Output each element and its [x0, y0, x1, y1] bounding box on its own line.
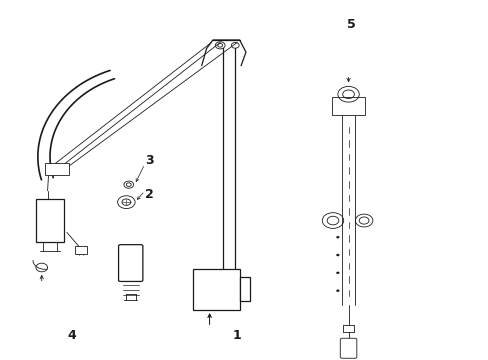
- FancyBboxPatch shape: [75, 247, 87, 253]
- FancyBboxPatch shape: [118, 245, 142, 282]
- FancyBboxPatch shape: [193, 269, 239, 310]
- Text: 1: 1: [232, 329, 241, 342]
- FancyBboxPatch shape: [239, 277, 250, 301]
- FancyBboxPatch shape: [45, 163, 69, 175]
- FancyBboxPatch shape: [36, 199, 63, 242]
- Text: 4: 4: [67, 329, 76, 342]
- Text: 2: 2: [145, 188, 154, 201]
- Circle shape: [336, 254, 339, 256]
- Circle shape: [336, 236, 339, 238]
- FancyBboxPatch shape: [340, 338, 356, 358]
- Circle shape: [336, 290, 339, 292]
- Circle shape: [336, 272, 339, 274]
- Text: 3: 3: [145, 154, 154, 167]
- Text: 5: 5: [346, 18, 355, 31]
- FancyBboxPatch shape: [331, 97, 365, 114]
